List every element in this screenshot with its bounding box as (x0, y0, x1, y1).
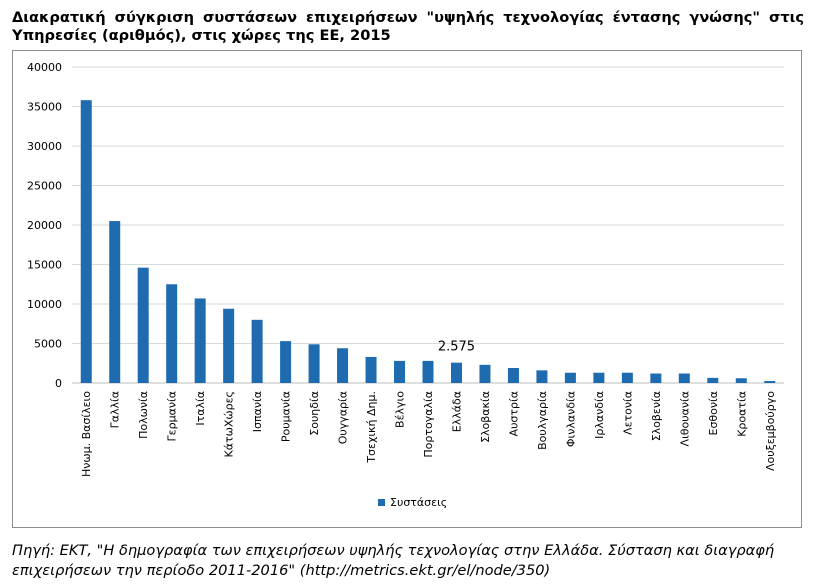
bar (593, 372, 605, 383)
bar (365, 356, 377, 383)
bar (223, 308, 235, 383)
x-tick-label: Τσεχική Δημ. (365, 391, 378, 464)
bar (251, 319, 263, 383)
y-tick-label: 25000 (27, 180, 62, 193)
x-tick-label: Ιταλία (194, 391, 207, 426)
x-tick-label: Σλοβενία (650, 391, 663, 441)
bar (194, 298, 206, 383)
y-tick-label: 5000 (34, 338, 62, 351)
x-tick-label: Κροατία (735, 391, 748, 437)
y-tick-label: 0 (55, 377, 62, 390)
bar (450, 362, 462, 383)
bar (166, 284, 178, 383)
bar (337, 348, 349, 383)
bar (280, 341, 292, 383)
x-tick-label: Πορτογαλία (422, 391, 435, 458)
x-tick-label: Βέλγιο (394, 391, 407, 428)
x-tick-label: Ισπανία (251, 391, 264, 432)
y-tick-label: 40000 (27, 61, 62, 74)
x-tick-label: Γαλλία (109, 391, 122, 428)
x-tick-label: Αυστρία (507, 391, 520, 436)
x-tick-label: Ρουμανία (280, 391, 293, 442)
data-label: 2.575 (438, 340, 475, 355)
x-tick-label: Ηνωμ. Βασίλειο (80, 391, 93, 477)
y-tick-label: 15000 (27, 259, 62, 272)
x-tick-label: Λετονία (621, 391, 634, 435)
y-tick-label: 20000 (27, 219, 62, 232)
bar (536, 370, 548, 383)
bar (394, 360, 406, 383)
bar (308, 344, 320, 383)
x-tick-label: Λουξεμβούργο (764, 391, 777, 471)
y-tick-label: 30000 (27, 140, 62, 153)
bar (650, 373, 662, 383)
chart-frame: 0 5000 10000 15000 20000 25000 30000 35000 40000… (12, 50, 802, 528)
bar (80, 100, 92, 384)
bar (764, 381, 776, 383)
bar (422, 360, 434, 383)
x-tick-label: Ουγγαρία (337, 391, 350, 444)
bar (109, 221, 121, 383)
legend-label: Συστάσεις (390, 496, 447, 509)
bar (137, 267, 149, 383)
bar (507, 367, 519, 383)
y-tick-label: 35000 (27, 101, 62, 114)
y-tick-label: 10000 (27, 298, 62, 311)
bar (479, 364, 491, 383)
x-tick-label: Φινλανδία (564, 391, 577, 447)
x-tick-label: Ελλάδα (450, 391, 463, 432)
x-tick-label: Εσθονία (707, 391, 720, 436)
x-tick-label: Βουλγαρία (536, 391, 549, 450)
x-tick-label: Ιρλανδία (593, 391, 606, 439)
bar (678, 373, 690, 383)
x-tick-label: Γερμανία (166, 391, 179, 441)
x-tick-label: Πολωνία (137, 391, 150, 439)
x-tick-label: Σλοβακία (479, 391, 492, 443)
source-note: Πηγή: ΕΚΤ, "Η δημογραφία των επιχειρήσεω… (12, 542, 775, 579)
x-tick-label: ΚάτωΧώρες (223, 391, 236, 457)
bar (564, 372, 576, 383)
bar (735, 378, 747, 383)
page-title: Διακρατική σύγκριση συστάσεων επιχειρήσε… (12, 9, 804, 44)
x-tick-label: Λιθουανία (678, 391, 691, 446)
bar (621, 372, 633, 383)
legend-swatch (378, 499, 385, 506)
bar (707, 377, 719, 383)
x-tick-label: Σουηδία (308, 391, 321, 436)
bar-chart: 0 5000 10000 15000 20000 25000 30000 35000 40000… (27, 61, 784, 509)
